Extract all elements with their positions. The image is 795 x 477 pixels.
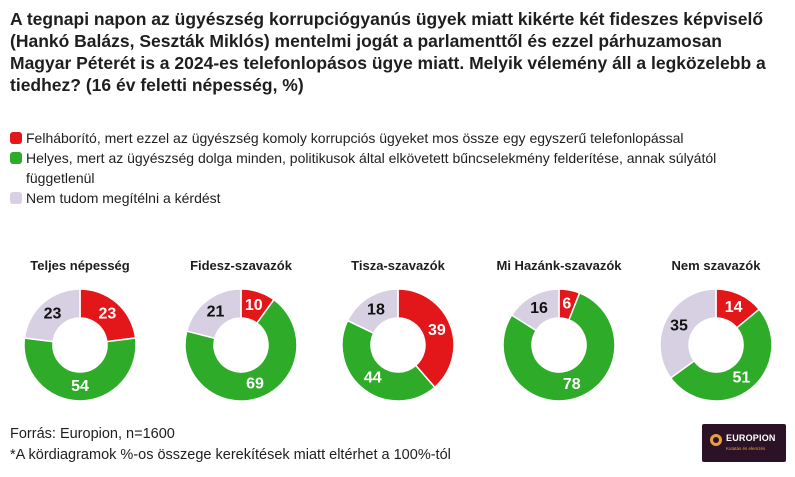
legend-swatch-red (10, 132, 22, 144)
donut-segment-dont-know (659, 288, 717, 379)
donut-segment-outraged (397, 288, 455, 389)
donut-value-label: 23 (99, 305, 117, 322)
donut-svg: 23 54 23 (23, 288, 137, 402)
donut-chart-label: Fidesz-szavazók (190, 258, 292, 273)
donut-value-label: 39 (428, 322, 446, 339)
donut-segment-correct (341, 319, 436, 402)
donut-value-label: 44 (364, 369, 382, 386)
legend-item-correct: Helyes, mert az ügyészség dolga minden, … (10, 148, 780, 188)
donut-value-label: 69 (246, 376, 264, 393)
donut-segment-correct (184, 298, 298, 402)
legend-swatch-green (10, 152, 22, 164)
donut-chart-label: Tisza-szavazók (351, 258, 445, 273)
donut-value-label: 51 (733, 369, 751, 386)
donut-value-label: 14 (725, 299, 743, 316)
donut-value-label: 35 (670, 318, 688, 335)
chart-title: A tegnapi napon az ügyészség korrupciógy… (10, 9, 766, 95)
donut-svg: 14 51 35 (659, 288, 773, 402)
donut-value-label: 54 (71, 378, 89, 395)
donut-value-label: 18 (367, 301, 385, 318)
donut-svg: 6 78 16 (502, 288, 616, 402)
logo-tagline: Kutatás és elemzés (726, 446, 766, 451)
legend-item-dont-know: Nem tudom megítélni a kérdést (10, 188, 780, 208)
donut-svg: 39 44 18 (341, 288, 455, 402)
donut-segment-correct (502, 291, 616, 402)
legend: Felháborító, mert ezzel az ügyészség kom… (10, 128, 780, 208)
legend-label-outraged: Felháborító, mert ezzel az ügyészség kom… (26, 130, 684, 146)
donut-charts: Teljes népesség 23 54 23 Fidesz-szavazók 10 69… (0, 250, 795, 410)
donut-chart-label: Teljes népesség (30, 258, 130, 273)
legend-label-dont-know: Nem tudom megítélni a kérdést (26, 190, 221, 206)
logo-mark-icon (710, 434, 722, 446)
donut-svg: 10 69 21 (184, 288, 298, 402)
donut-value-label: 23 (44, 305, 62, 322)
legend-label-correct: Helyes, mert az ügyészség dolga minden, … (26, 150, 717, 186)
logo-name: EUROPION (726, 433, 776, 443)
donut-chart-label: Nem szavazók (671, 258, 761, 273)
europion-logo: EUROPION Kutatás és elemzés (702, 424, 786, 462)
legend-swatch-grey (10, 192, 22, 204)
donut-segment-dont-know (510, 288, 560, 332)
source-block: Forrás: Europion, n=1600 *A kördiagramok… (10, 424, 451, 466)
donut-segment-dont-know (185, 288, 242, 340)
donut-value-label: 21 (207, 304, 225, 321)
donut-value-label: 10 (245, 297, 263, 314)
donut-segment-correct (669, 308, 773, 402)
source-text: Forrás: Europion, n=1600 (10, 426, 175, 442)
donut-value-label: 16 (530, 300, 548, 317)
donut-segment-dont-know (346, 288, 399, 335)
footnote-text: *A kördiagramok %-os összege kerekítések… (10, 447, 451, 463)
donut-chart-label: Mi Hazánk-szavazók (496, 258, 622, 273)
donut-value-label: 78 (563, 376, 581, 393)
legend-item-outraged: Felháborító, mert ezzel az ügyészség kom… (10, 128, 780, 148)
donut-segment-dont-know (23, 288, 81, 343)
donut-value-label: 6 (562, 296, 571, 313)
donut-segment-correct (23, 337, 137, 402)
